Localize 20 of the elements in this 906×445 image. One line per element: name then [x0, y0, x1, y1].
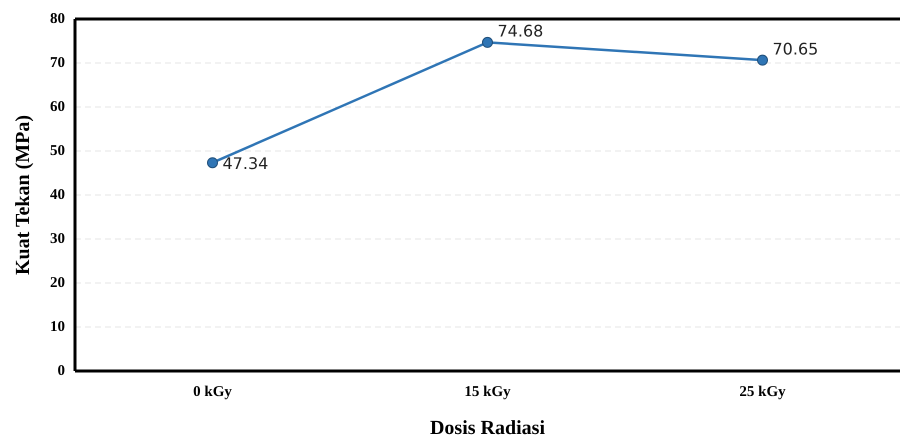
point	[207, 157, 218, 168]
data-label: 47.34	[222, 154, 268, 173]
point	[482, 36, 493, 48]
y-axis-title: Kuat Tekan (MPa)	[12, 114, 34, 276]
x-tick-label: 25 kGy	[739, 384, 786, 400]
y-tick-label: 10	[50, 318, 65, 335]
y-tick-label: 80	[50, 10, 65, 27]
point	[757, 54, 768, 66]
y-tick-label: 20	[50, 274, 65, 291]
y-tick-label: 70	[50, 54, 65, 71]
y-tick-label: 0	[58, 362, 65, 379]
y-tick-label: 30	[50, 230, 65, 247]
data-label: 74.68	[498, 22, 544, 41]
x-tick-label: 15 kGy	[464, 384, 512, 400]
y-tick-label: 60	[50, 98, 65, 115]
y-tick-label: 50	[50, 142, 65, 159]
y-tick-label: 40	[50, 186, 65, 203]
x-tick-label: 0 kGy	[193, 384, 232, 400]
x-axis-title: Dosis Radiasi	[430, 417, 546, 440]
data-label: 70.65	[772, 39, 818, 58]
